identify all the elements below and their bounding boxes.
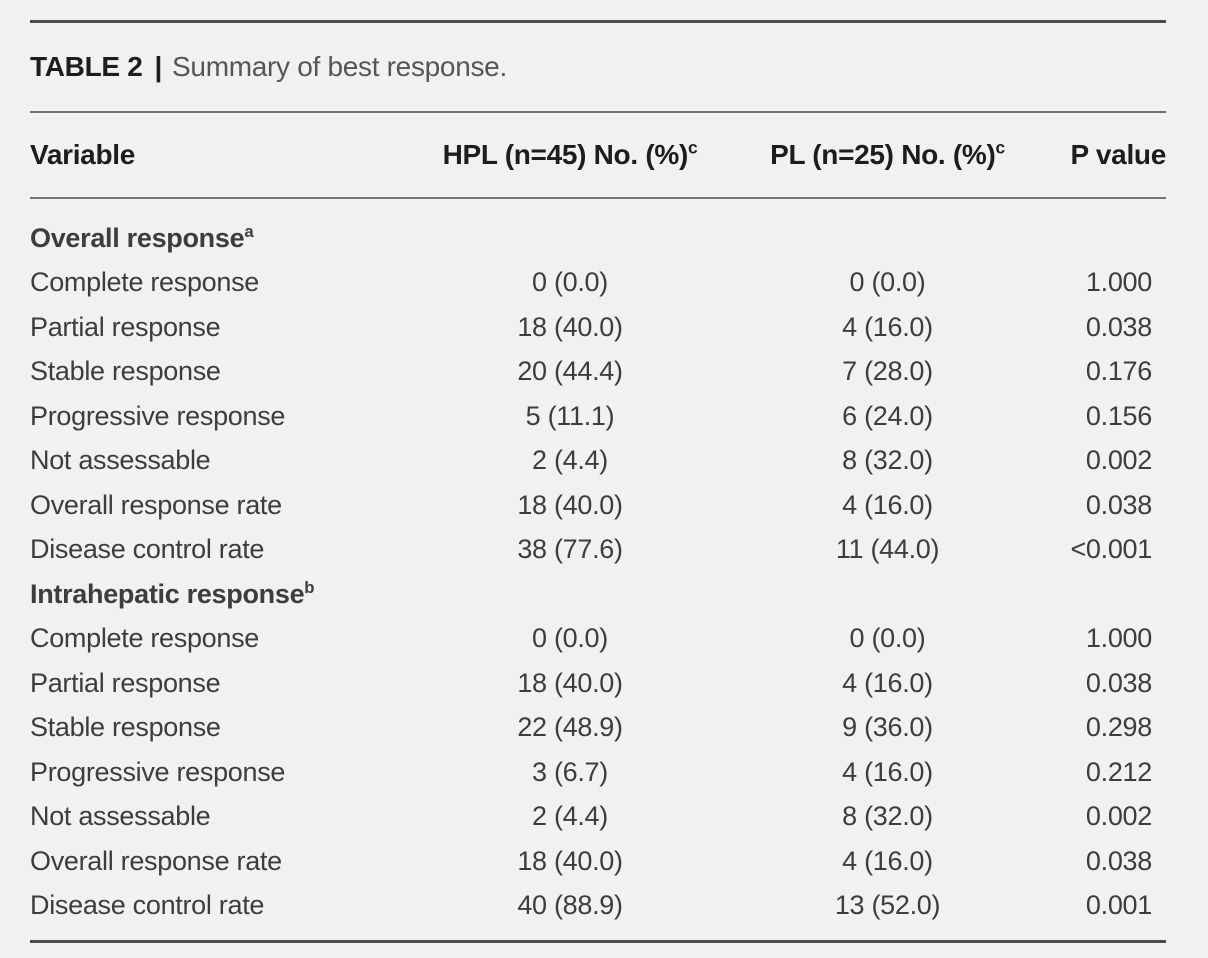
variable-cell: Complete response <box>30 623 260 654</box>
section-footnote-marker: b <box>304 577 315 597</box>
table-row: Complete response 0 (0.0) 0 (0.0) 1.000 <box>30 261 1166 306</box>
variable-cell: Stable response <box>30 356 221 387</box>
pvalue-cell: 0.298 <box>1085 712 1152 743</box>
pl-value-cell: 4 (16.0) <box>842 845 933 876</box>
section-header-row: Intrahepatic responseb <box>30 572 1166 617</box>
column-header-pl: PL (n=25) No. (%)c <box>770 137 1006 170</box>
hpl-value-cell: 40 (88.9) <box>517 890 623 921</box>
column-header-pvalue: P value <box>1070 139 1167 170</box>
variable-cell: Complete response <box>30 267 260 298</box>
pvalue-cell: <0.001 <box>1070 534 1152 565</box>
hpl-footnote-marker: c <box>687 137 698 158</box>
pvalue-cell: 0.212 <box>1085 756 1152 787</box>
hpl-value-cell: 0 (0.0) <box>532 623 608 654</box>
section-title-text: Intrahepatic response <box>30 578 305 609</box>
table-row: Overall response rate 18 (40.0) 4 (16.0) 0.… <box>30 839 1166 884</box>
section-title: Overall responsea <box>30 223 405 254</box>
pl-value-cell: 11 (44.0) <box>835 534 940 565</box>
hpl-value-cell: 5 (11.1) <box>525 400 615 431</box>
table-row: Overall response rate 18 (40.0) 4 (16.0) 0.… <box>30 483 1166 528</box>
pvalue-cell: 0.002 <box>1085 445 1152 476</box>
column-header-variable: Variable <box>30 139 136 170</box>
variable-cell: Disease control rate <box>30 534 265 565</box>
hpl-value-cell: 2 (4.4) <box>532 801 608 832</box>
section-title-text: Overall response <box>30 222 245 253</box>
section-title: Intrahepatic responseb <box>30 579 405 610</box>
pvalue-cell: 1.000 <box>1085 267 1152 298</box>
variable-cell: Not assessable <box>30 445 211 476</box>
pl-footnote-marker: c <box>995 137 1006 158</box>
hpl-value-cell: 38 (77.6) <box>517 534 623 565</box>
pvalue-cell: 0.038 <box>1085 311 1152 342</box>
table-row: Progressive response 3 (6.7) 4 (16.0) 0.212 <box>30 750 1166 795</box>
hpl-value-cell: 3 (6.7) <box>532 756 608 787</box>
caption-text: Summary of best response. <box>172 51 507 82</box>
table-header-row: Variable HPL (n=45) No. (%)c PL (n=25) N… <box>30 113 1166 197</box>
pl-value-cell: 0 (0.0) <box>849 267 926 298</box>
caption-rule <box>30 111 1166 113</box>
pvalue-cell: 0.002 <box>1085 801 1152 832</box>
pl-value-cell: 7 (28.0) <box>842 356 933 387</box>
variable-cell: Not assessable <box>30 801 211 832</box>
variable-cell: Stable response <box>30 712 221 743</box>
variable-cell: Overall response rate <box>30 489 282 520</box>
pvalue-cell: 0.176 <box>1085 356 1152 387</box>
table-row: Disease control rate 40 (88.9) 13 (52.0) 0.… <box>30 884 1166 929</box>
table-label: TABLE 2 <box>30 51 143 82</box>
table-row: Stable response 22 (48.9) 9 (36.0) 0.298 <box>30 706 1166 751</box>
hpl-value-cell: 18 (40.0) <box>517 489 623 520</box>
variable-cell: Progressive response <box>30 756 286 787</box>
hpl-value-cell: 18 (40.0) <box>517 311 623 342</box>
pvalue-cell: 0.038 <box>1085 667 1152 698</box>
pl-value-cell: 13 (52.0) <box>834 890 941 921</box>
table-row: Disease control rate 38 (77.6) 11 (44.0) <0… <box>30 528 1166 573</box>
hpl-value-cell: 18 (40.0) <box>517 667 623 698</box>
section-header-row: Overall responsea <box>30 216 1166 261</box>
variable-cell: Disease control rate <box>30 890 265 921</box>
pvalue-cell: 0.038 <box>1085 845 1152 876</box>
pl-value-cell: 0 (0.0) <box>849 623 926 654</box>
pl-value-cell: 4 (16.0) <box>842 311 933 342</box>
pl-value-cell: 4 (16.0) <box>842 667 933 698</box>
table-row: Complete response 0 (0.0) 0 (0.0) 1.000 <box>30 617 1166 662</box>
table-row: Partial response 18 (40.0) 4 (16.0) 0.038 <box>30 661 1166 706</box>
pvalue-cell: 0.156 <box>1085 400 1152 431</box>
pl-value-cell: 6 (24.0) <box>842 400 933 431</box>
hpl-value-cell: 18 (40.0) <box>517 845 623 876</box>
table-row: Stable response 20 (44.4) 7 (28.0) 0.176 <box>30 350 1166 395</box>
column-header-hpl: HPL (n=45) No. (%)c <box>442 137 698 170</box>
hpl-value-cell: 22 (48.9) <box>517 712 623 743</box>
variable-cell: Partial response <box>30 311 221 342</box>
variable-cell: Overall response rate <box>30 845 282 876</box>
pl-value-cell: 9 (36.0) <box>842 712 933 743</box>
bottom-rule <box>30 940 1166 943</box>
hpl-value-cell: 20 (44.4) <box>517 356 623 387</box>
pvalue-cell: 0.038 <box>1085 489 1152 520</box>
header-rule <box>30 197 1166 199</box>
pl-value-cell: 8 (32.0) <box>842 801 933 832</box>
pl-value-cell: 8 (32.0) <box>842 445 933 476</box>
section-footnote-marker: a <box>244 221 254 241</box>
pvalue-cell: 0.001 <box>1085 890 1152 921</box>
top-rule <box>30 20 1166 23</box>
table-body: Overall responsea Complete response 0 (0.0… <box>30 199 1166 940</box>
table-row: Partial response 18 (40.0) 4 (16.0) 0.038 <box>30 305 1166 350</box>
table-caption: TABLE 2 | Summary of best response. <box>30 23 1166 111</box>
hpl-value-cell: 2 (4.4) <box>532 445 608 476</box>
variable-cell: Partial response <box>30 667 221 698</box>
hpl-value-cell: 0 (0.0) <box>532 267 608 298</box>
pl-value-cell: 4 (16.0) <box>842 489 933 520</box>
table-row: Progressive response 5 (11.1) 6 (24.0) 0.15… <box>30 394 1166 439</box>
table-row: Not assessable 2 (4.4) 8 (32.0) 0.002 <box>30 439 1166 484</box>
table-row: Not assessable 2 (4.4) 8 (32.0) 0.002 <box>30 795 1166 840</box>
variable-cell: Progressive response <box>30 400 286 431</box>
pvalue-cell: 1.000 <box>1085 623 1152 654</box>
caption-divider: | <box>154 51 163 82</box>
pl-value-cell: 4 (16.0) <box>842 756 933 787</box>
